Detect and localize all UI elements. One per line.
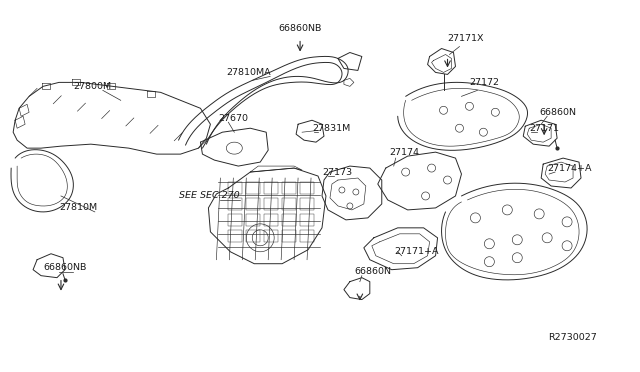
Text: 27171+A: 27171+A: [395, 247, 439, 256]
Bar: [246, 182, 260, 194]
Bar: [246, 230, 260, 242]
Bar: [264, 198, 278, 210]
Text: 66860N: 66860N: [355, 267, 392, 276]
Bar: [228, 198, 243, 210]
Text: 27173: 27173: [322, 167, 352, 177]
Bar: [228, 214, 243, 226]
Text: 27800M: 27800M: [73, 82, 111, 91]
Bar: [264, 230, 278, 242]
Text: 66860NB: 66860NB: [43, 263, 86, 272]
Bar: [300, 214, 314, 226]
Bar: [282, 182, 296, 194]
Bar: [264, 214, 278, 226]
Text: 27171: 27171: [529, 124, 559, 133]
Text: 27810M: 27810M: [59, 203, 97, 212]
Bar: [228, 230, 243, 242]
Text: R2730027: R2730027: [548, 333, 597, 342]
Text: 27174: 27174: [390, 148, 420, 157]
Text: 27171X: 27171X: [447, 34, 484, 43]
Bar: [300, 198, 314, 210]
Bar: [300, 182, 314, 194]
Text: 27172: 27172: [469, 78, 499, 87]
Bar: [264, 182, 278, 194]
Text: 27810MA: 27810MA: [226, 68, 271, 77]
Text: 66860NB: 66860NB: [278, 24, 322, 33]
Bar: [282, 230, 296, 242]
Bar: [300, 230, 314, 242]
Text: 27831M: 27831M: [312, 124, 350, 133]
Text: 66860N: 66860N: [539, 108, 576, 117]
Bar: [282, 198, 296, 210]
Bar: [246, 198, 260, 210]
Text: 27174+A: 27174+A: [547, 164, 591, 173]
Bar: [282, 214, 296, 226]
Text: SEE SEC.270: SEE SEC.270: [179, 192, 239, 201]
Bar: [246, 214, 260, 226]
Bar: [228, 182, 243, 194]
Text: 27670: 27670: [218, 114, 248, 123]
